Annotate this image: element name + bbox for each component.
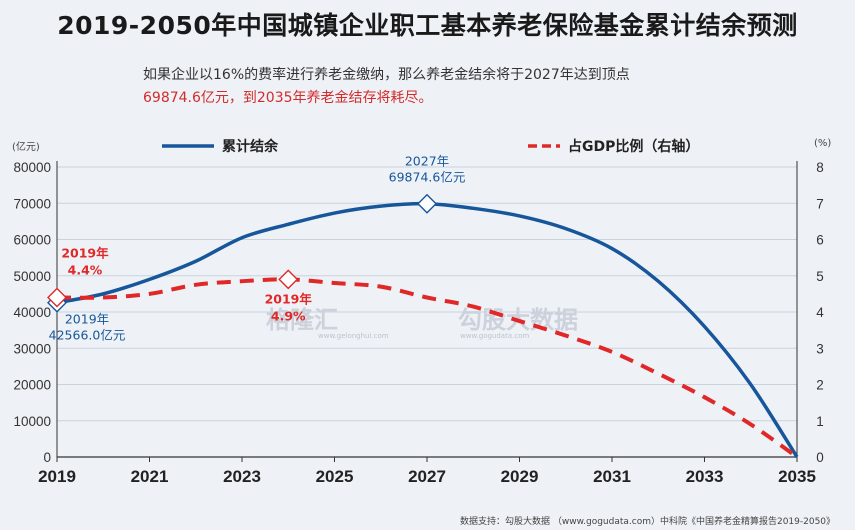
x-tick-label: 2023 — [223, 467, 261, 486]
x-tick-label: 2033 — [686, 467, 724, 486]
y-left-tick-label: 70000 — [13, 196, 51, 211]
left-axis-unit: (亿元) — [12, 142, 40, 153]
x-tick-label: 2031 — [593, 467, 631, 486]
watermark-gelonghui: 格隆汇 — [266, 306, 338, 334]
y-left-tick-label: 30000 — [13, 341, 51, 356]
annotation-marker — [47, 287, 67, 308]
annotation-label-year: 2027年 — [405, 154, 449, 169]
legend-item-gdp-ratio: 占GDP比例（右轴） — [528, 136, 699, 156]
series-line-balance — [56, 201, 799, 458]
x-tick-label: 2027 — [408, 467, 446, 486]
y-right-tick-label: 2 — [816, 378, 824, 393]
annotation-label-value: 42566.0亿元 — [49, 328, 126, 343]
series-line-gdp-ratio — [56, 277, 799, 459]
annotation-label-value: 4.4% — [68, 263, 103, 278]
y-right-tick-label: 0 — [816, 450, 824, 465]
right-axis-unit: (%) — [814, 138, 832, 149]
x-tick-label: 2035 — [778, 467, 816, 486]
annotation-marker — [278, 269, 299, 290]
x-tick-label: 2019 — [38, 467, 76, 486]
annotation-label-year: 2019年 — [65, 312, 109, 327]
x-tick-label: 2025 — [316, 467, 354, 486]
y-right-tick-label: 6 — [816, 233, 824, 248]
y-right-tick-label: 1 — [816, 414, 824, 429]
annotation-marker — [417, 193, 437, 214]
legend-label-gdp-ratio: 占GDP比例（右轴） — [568, 139, 700, 155]
chart-title: 2019-2050年中国城镇企业职工基本养老保险基金累计结余预测 — [57, 11, 798, 40]
x-tick-label: 2021 — [131, 467, 169, 486]
annotation-label-year: 2019年 — [61, 246, 109, 261]
annotation-label-value: 4.9% — [271, 308, 306, 323]
x-tick-label: 2029 — [501, 467, 539, 486]
chart-subtitle-line2: 69874.6亿元，到2035年养老金结存将耗尽。 — [143, 90, 433, 106]
legend-solid-line-icon — [162, 144, 214, 148]
y-left-tick-label: 10000 — [13, 414, 51, 429]
y-left-tick-label: 20000 — [13, 378, 51, 393]
y-right-tick-label: 5 — [816, 269, 824, 284]
legend-label-balance: 累计结余 — [222, 139, 278, 155]
watermark-gelonghui-url: www.gelonghui.com — [318, 332, 389, 340]
y-left-tick-label: 40000 — [13, 305, 51, 320]
y-left-tick-label: 50000 — [13, 269, 51, 284]
annotation-label-year: 2019年 — [265, 291, 313, 306]
y-right-tick-label: 8 — [816, 160, 824, 175]
y-right-tick-label: 4 — [816, 305, 824, 320]
y-left-tick-label: 0 — [43, 450, 51, 465]
annotation-label-value: 69874.6亿元 — [389, 170, 466, 185]
chart-subtitle-line1: 如果企业以16%的费率进行养老金缴纳，那么养老金结余将于2027年达到顶点 — [143, 67, 630, 83]
y-right-tick-label: 7 — [816, 196, 824, 211]
legend-dashed-line-icon — [528, 144, 560, 148]
legend-item-balance: 累计结余 — [162, 136, 278, 156]
y-left-tick-label: 60000 — [13, 233, 51, 248]
data-source-note: 数据支持：勾股大数据 （www.gogudata.com）中科院《中国养老金精算… — [460, 517, 836, 527]
y-right-tick-label: 3 — [816, 341, 824, 356]
watermark-gogudata-url: www.gogudata.com — [460, 332, 530, 340]
y-left-tick-label: 80000 — [13, 160, 51, 175]
